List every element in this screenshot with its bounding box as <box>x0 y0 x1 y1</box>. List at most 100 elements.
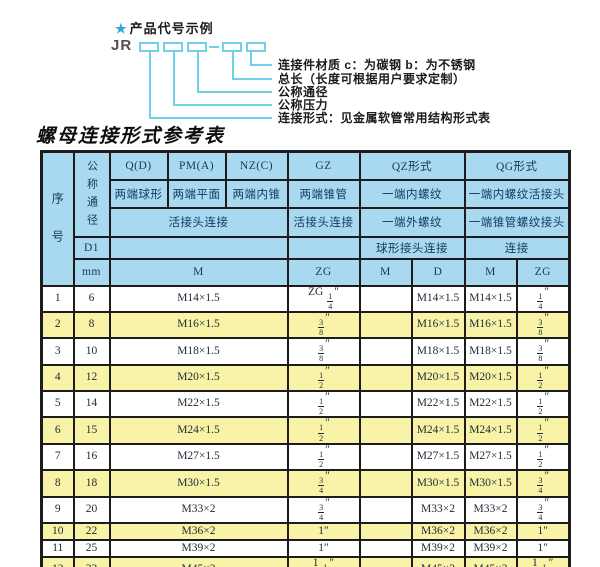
table-row: 8 18 M30×1.5 3 4 ″ M30×1.5 M30×1.5 3 4 ″ <box>40 469 571 498</box>
table-row: 3 10 M18×1.5 3 8 ″ M18×1.5 M18×1.5 3 8 ″ <box>40 337 571 366</box>
header-qz-row3: 一端外螺纹 <box>358 206 466 238</box>
cell-qg-m: M16×1.5 <box>463 310 518 340</box>
connector-vline <box>149 52 151 119</box>
code-box <box>246 42 266 52</box>
header-col-q: Q(D) <box>108 150 169 181</box>
cell-m: M16×1.5 <box>108 310 289 340</box>
cell-qz-d: M33×2 <box>410 495 466 524</box>
cell-m: M22×1.5 <box>108 389 289 419</box>
table-body: 1 6 M14×1.5 ZG 1 4 ″ M14×1.5 M14×1.5 1 4 ″ 2 8 M16×1.… <box>40 284 571 567</box>
cell-d1: 16 <box>72 442 111 472</box>
cell-qz-d: M30×1.5 <box>410 469 466 498</box>
header-qz-m: M <box>358 257 413 287</box>
cell-gz-zg: 3 4 ″ <box>286 495 361 524</box>
header-zg-gz: ZG <box>286 257 361 287</box>
cell-seq: 8 <box>40 469 75 498</box>
header-qg-row3: 一端锥管螺纹接头 <box>463 206 571 238</box>
cell-m: M39×2 <box>108 538 289 558</box>
star-icon: ★ <box>115 21 128 36</box>
connector-hline <box>232 78 272 80</box>
cell-qg-zg: 1″ <box>515 521 571 541</box>
code-box <box>187 42 207 52</box>
cell-seq: 6 <box>40 416 75 445</box>
cell-d1: 25 <box>72 538 111 558</box>
cell-qz-m <box>358 389 413 419</box>
header-pm-sub: 两端平面 <box>166 178 227 209</box>
code-label: 连接件材质 c：为碳钢 b：为不锈钢 <box>278 58 476 72</box>
header-gz-sub: 两端锥管 <box>286 178 361 209</box>
cell-qz-d: M14×1.5 <box>410 284 466 313</box>
header-seq: 序号 <box>40 150 75 287</box>
header-empty-qpmnz <box>108 235 289 260</box>
cell-seq: 12 <box>40 555 75 567</box>
header-dn: 公称通径 <box>72 150 111 238</box>
cell-qg-m: M45×2 <box>463 555 518 567</box>
header-dn-label: 公称通径 <box>85 160 98 233</box>
cell-d1: 18 <box>72 469 111 498</box>
table-row: 2 8 M16×1.5 3 8 ″ M16×1.5 M16×1.5 3 8 ″ <box>40 310 571 340</box>
cell-d1: 12 <box>72 363 111 393</box>
cell-qz-d: M45×2 <box>410 555 466 567</box>
cell-qg-zg: 1 2 ″ <box>515 363 571 393</box>
header-qz-row4: 球形接头连接 <box>358 235 466 260</box>
cell-d1: 10 <box>72 337 111 366</box>
header-gz-union: 活接头连接 <box>286 206 361 238</box>
cell-qg-zg: 1 2 ″ <box>515 442 571 472</box>
header-mm: mm <box>72 257 111 287</box>
cell-qg-zg: 1 2 ″ <box>515 416 571 445</box>
cell-d1: 14 <box>72 389 111 419</box>
cell-qz-m <box>358 442 413 472</box>
header-col-pm: PM(A) <box>166 150 227 181</box>
cell-qz-m <box>358 538 413 558</box>
cell-gz-zg: 1″ <box>286 538 361 558</box>
cell-qg-zg: 3 4 ″ <box>515 469 571 498</box>
cell-qz-m <box>358 310 413 340</box>
cell-d1: 6 <box>72 284 111 313</box>
cell-qz-d: M27×1.5 <box>410 442 466 472</box>
code-label: 连接形式：见金属软管常用结构形式表 <box>278 111 491 125</box>
cell-qz-m <box>358 495 413 524</box>
cell-gz-zg: 1 2 ″ <box>286 389 361 419</box>
connector-hline <box>197 91 272 93</box>
cell-m: M14×1.5 <box>108 284 289 313</box>
cell-seq: 4 <box>40 363 75 393</box>
code-box <box>222 42 242 52</box>
header-empty-gz <box>286 235 361 260</box>
cell-qg-zg: 1 2 ″ <box>515 389 571 419</box>
connector-hline <box>250 64 272 66</box>
code-box <box>163 42 183 52</box>
cell-qg-m: M20×1.5 <box>463 363 518 393</box>
cell-m: M18×1.5 <box>108 337 289 366</box>
header-col-qg: QG形式 <box>463 150 571 181</box>
header-qg-zg: ZG <box>515 257 571 287</box>
cell-qz-m <box>358 521 413 541</box>
cell-m: M27×1.5 <box>108 442 289 472</box>
connector-vline <box>173 52 175 106</box>
cell-qg-m: M39×2 <box>463 538 518 558</box>
cell-seq: 3 <box>40 337 75 366</box>
cell-qz-d: M39×2 <box>410 538 466 558</box>
cell-gz-zg: 1 14″ <box>286 555 361 567</box>
connector-hline <box>173 104 272 106</box>
cell-qg-zg: 1 4 ″ <box>515 284 571 313</box>
cell-qg-zg: 3 8 ″ <box>515 337 571 366</box>
cell-qz-m <box>358 555 413 567</box>
cell-seq: 2 <box>40 310 75 340</box>
cell-qg-m: M30×1.5 <box>463 469 518 498</box>
table-row: 7 16 M27×1.5 1 2 ″ M27×1.5 M27×1.5 1 2 ″ <box>40 442 571 472</box>
cell-gz-zg: ZG 1 4 ″ <box>286 284 361 313</box>
header-col-gz: GZ <box>286 150 361 181</box>
code-box <box>139 42 159 52</box>
cell-qz-d: M24×1.5 <box>410 416 466 445</box>
cell-m: M24×1.5 <box>108 416 289 445</box>
header-qg-row2: 一端内螺纹活接头 <box>463 178 571 209</box>
